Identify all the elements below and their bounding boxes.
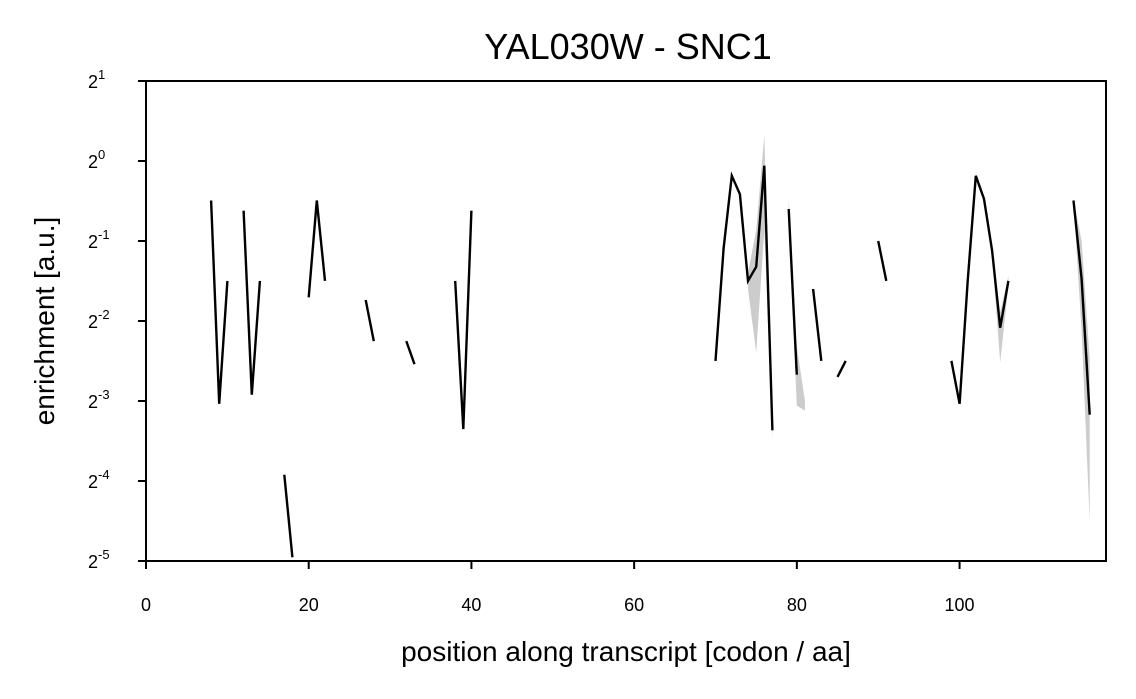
x-tick-label: 100 xyxy=(945,595,975,615)
x-tick-label: 0 xyxy=(141,595,151,615)
y-tick-label: 2-1 xyxy=(88,227,110,252)
series-segment-10 xyxy=(836,360,847,378)
chart-title: YAL030W - SNC1 xyxy=(484,26,771,67)
y-tick-label: 20 xyxy=(88,147,105,172)
series-segment-3 xyxy=(307,200,327,298)
series-segment-8 xyxy=(787,208,798,375)
series-segment-5 xyxy=(405,340,416,365)
series-segment-4 xyxy=(364,299,375,342)
y-tick-label: 2-3 xyxy=(88,387,110,412)
x-tick-label: 20 xyxy=(299,595,319,615)
y-axis-label: enrichment [a.u.] xyxy=(29,217,60,426)
series-segment-9 xyxy=(811,288,823,362)
plot-frame xyxy=(145,80,1107,562)
series-segment-1 xyxy=(242,210,262,395)
error-band-1 xyxy=(788,198,805,411)
y-axis: 21 20 2-1 2-2 2-3 2-4 2-5 xyxy=(88,67,146,572)
x-tick-label: 40 xyxy=(461,595,481,615)
series-segment-6 xyxy=(454,210,473,430)
series-segment-11 xyxy=(877,240,888,282)
series-segment-7 xyxy=(714,165,774,431)
y-tick-label: 2-5 xyxy=(88,547,110,572)
x-axis-label: position along transcript [codon / aa] xyxy=(401,636,851,667)
series-lines xyxy=(209,165,1091,558)
y-tick-label: 2-2 xyxy=(88,307,110,332)
series-segment-13 xyxy=(1072,200,1091,415)
y-tick-label: 2-4 xyxy=(88,467,110,492)
series-segment-0 xyxy=(209,200,229,404)
series-segment-12 xyxy=(950,175,1010,405)
x-tick-label: 60 xyxy=(624,595,644,615)
error-bands xyxy=(748,135,1090,522)
x-axis: 0 20 40 60 80 100 xyxy=(141,561,975,615)
x-tick-label: 80 xyxy=(787,595,807,615)
y-tick-label: 21 xyxy=(88,67,105,92)
series-segment-2 xyxy=(283,474,294,558)
